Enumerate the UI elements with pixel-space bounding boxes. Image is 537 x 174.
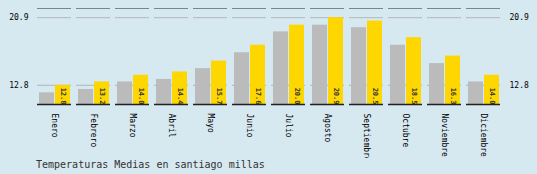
svg-text:17.6: 17.6: [254, 88, 262, 105]
svg-text:Febrero: Febrero: [89, 114, 98, 148]
svg-text:Marzo: Marzo: [128, 114, 137, 138]
svg-text:18.5: 18.5: [410, 88, 418, 105]
svg-text:14.0: 14.0: [137, 88, 145, 105]
svg-text:12.8: 12.8: [9, 81, 28, 90]
svg-text:20.0: 20.0: [293, 88, 301, 105]
svg-text:13.2: 13.2: [98, 88, 106, 105]
svg-text:Octubre: Octubre: [401, 114, 410, 148]
svg-text:Abril: Abril: [167, 114, 176, 138]
svg-text:20.5: 20.5: [371, 88, 379, 105]
svg-text:12.8: 12.8: [59, 88, 67, 105]
svg-text:Mayo: Mayo: [206, 114, 215, 133]
svg-text:15.7: 15.7: [215, 88, 223, 105]
svg-text:14.0: 14.0: [488, 88, 496, 105]
svg-text:Junio: Junio: [245, 114, 254, 138]
svg-text:Agosto: Agosto: [323, 114, 332, 143]
svg-text:20.9: 20.9: [510, 13, 529, 22]
html-text:Temperaturas Medias en santiag: Temperaturas Medias en santiago millas: [36, 159, 265, 170]
svg-text:Septiembre: Septiembre: [362, 114, 371, 159]
svg-text:14.4: 14.4: [176, 88, 184, 105]
svg-text:Enero: Enero: [50, 114, 59, 138]
svg-text:12.8: 12.8: [510, 81, 529, 90]
svg-text:Noviembre: Noviembre: [440, 114, 449, 158]
svg-text:16.3: 16.3: [449, 88, 457, 105]
svg-text:20.9: 20.9: [9, 13, 28, 22]
svg-text:Diciembre: Diciembre: [479, 114, 488, 158]
svg-text:Julio: Julio: [284, 114, 293, 138]
svg-text:20.9: 20.9: [332, 88, 340, 105]
